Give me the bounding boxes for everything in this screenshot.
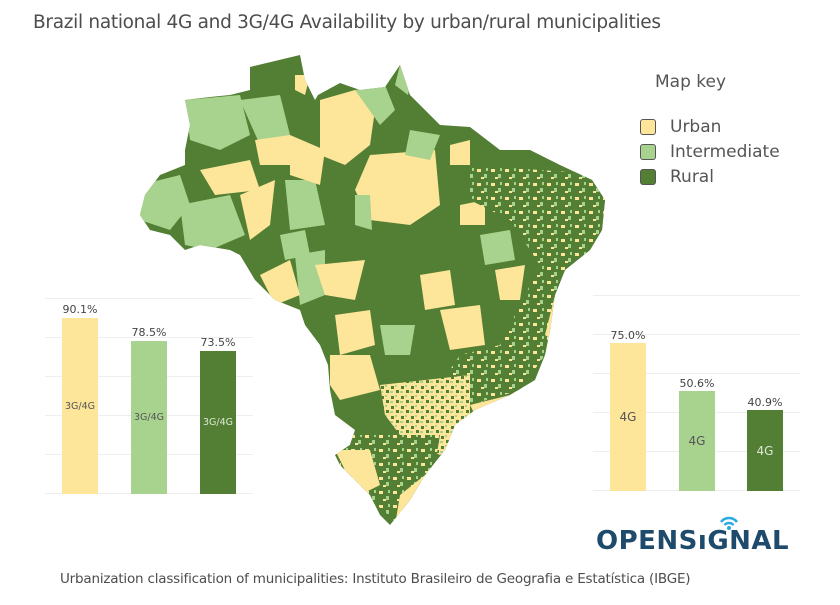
urban-swatch xyxy=(640,118,656,135)
bar-rural: 3G/4G xyxy=(200,351,236,494)
gridline xyxy=(593,295,800,296)
gridline xyxy=(45,298,253,299)
gridline xyxy=(593,334,800,335)
bar-intermediate: 4G xyxy=(679,391,715,491)
legend-title: Map key xyxy=(655,72,727,92)
opensignal-logo: OPENSıGNAL xyxy=(596,516,790,556)
legend-label: Rural xyxy=(670,166,714,187)
bar-value: 90.1% xyxy=(62,303,98,316)
legend-label: Intermediate xyxy=(670,141,780,162)
bar-label: 3G/4G xyxy=(202,417,233,428)
logo-text: ı xyxy=(697,526,708,556)
source-note: Urbanization classification of municipal… xyxy=(60,571,691,587)
bar-value: 73.5% xyxy=(200,336,236,349)
map-legend: Map key Urban Intermediate Rural xyxy=(640,72,780,189)
legend-item-intermediate: Intermediate xyxy=(640,139,780,164)
logo-text: OPENS xyxy=(596,526,698,556)
bar-value: 78.5% xyxy=(131,326,167,339)
bar-label: 3G/4G xyxy=(133,412,164,423)
gridline xyxy=(45,337,253,338)
bar-intermediate: 3G/4G xyxy=(131,341,167,494)
bar-chart-4g: 75.0% 4G 50.6% 4G 40.9% 4G xyxy=(593,295,800,491)
bar-value: 50.6% xyxy=(679,377,715,390)
rural-swatch xyxy=(640,168,656,185)
bar-label: 4G xyxy=(756,443,774,458)
gridline xyxy=(593,373,800,374)
legend-item-rural: Rural xyxy=(640,164,780,189)
signal-icon xyxy=(720,516,738,530)
bar-urban: 3G/4G xyxy=(62,318,98,494)
bar-value: 75.0% xyxy=(610,329,646,342)
logo-text: GNAL xyxy=(707,526,790,556)
chart-title: Brazil national 4G and 3G/4G Availabilit… xyxy=(33,12,661,33)
bar-label: 3G/4G xyxy=(64,400,95,412)
bar-label: 4G xyxy=(619,410,637,424)
bar-urban: 4G xyxy=(610,343,646,491)
intermediate-swatch xyxy=(640,143,656,160)
bar-value: 40.9% xyxy=(747,396,783,409)
bar-rural: 4G xyxy=(747,410,783,491)
bar-chart-3g4g: 90.1% 3G/4G 78.5% 3G/4G 73.5% 3G/4G xyxy=(45,298,253,494)
bar-label: 4G xyxy=(688,434,706,448)
legend-label: Urban xyxy=(670,116,722,137)
legend-item-urban: Urban xyxy=(640,114,780,139)
